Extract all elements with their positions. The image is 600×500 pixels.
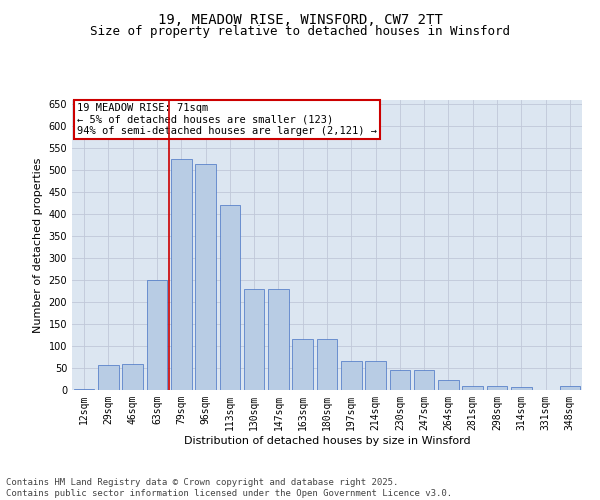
Bar xyxy=(292,340,313,390)
X-axis label: Distribution of detached houses by size in Winsford: Distribution of detached houses by size … xyxy=(184,436,470,446)
Y-axis label: Number of detached properties: Number of detached properties xyxy=(33,158,43,332)
Text: Size of property relative to detached houses in Winsford: Size of property relative to detached ho… xyxy=(90,25,510,38)
Bar xyxy=(438,380,459,390)
Bar xyxy=(268,289,289,390)
Bar xyxy=(487,386,508,390)
Bar xyxy=(195,164,216,390)
Bar xyxy=(414,370,434,390)
Bar xyxy=(560,386,580,390)
Bar xyxy=(341,362,362,390)
Bar xyxy=(220,206,240,390)
Bar xyxy=(146,280,167,390)
Bar xyxy=(74,388,94,390)
Bar xyxy=(98,364,119,390)
Text: 19 MEADOW RISE: 71sqm
← 5% of detached houses are smaller (123)
94% of semi-deta: 19 MEADOW RISE: 71sqm ← 5% of detached h… xyxy=(77,103,377,136)
Bar xyxy=(365,362,386,390)
Bar xyxy=(389,370,410,390)
Bar xyxy=(463,386,483,390)
Bar xyxy=(511,388,532,390)
Text: 19, MEADOW RISE, WINSFORD, CW7 2TT: 19, MEADOW RISE, WINSFORD, CW7 2TT xyxy=(158,12,442,26)
Text: Contains HM Land Registry data © Crown copyright and database right 2025.
Contai: Contains HM Land Registry data © Crown c… xyxy=(6,478,452,498)
Bar xyxy=(244,289,265,390)
Bar xyxy=(171,160,191,390)
Bar xyxy=(317,340,337,390)
Bar xyxy=(122,364,143,390)
